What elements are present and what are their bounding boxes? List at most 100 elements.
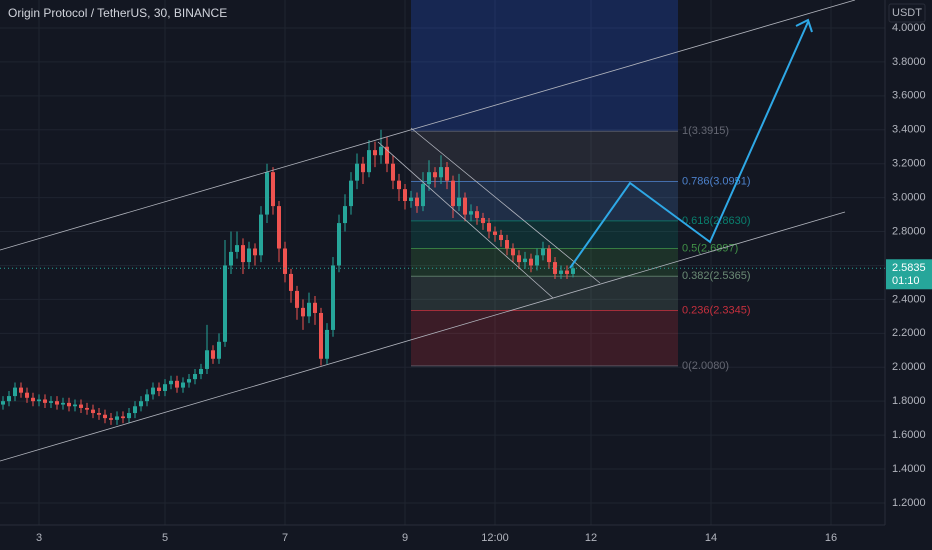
candle-body bbox=[25, 392, 29, 398]
candle-body bbox=[445, 167, 449, 181]
fib-zone bbox=[411, 0, 678, 132]
fib-zone bbox=[411, 181, 678, 221]
candle-body bbox=[409, 197, 413, 202]
axes: 1.2000 1.4000 1.6000 1.8000 2.0000 2.2000 2.40… bbox=[0, 22, 932, 544]
candle-body bbox=[121, 416, 125, 419]
candle-body bbox=[253, 248, 257, 256]
candle-body bbox=[241, 245, 245, 263]
x-tick-label: 9 bbox=[402, 532, 408, 544]
candle-body bbox=[295, 290, 299, 308]
candle-body bbox=[529, 258, 533, 266]
y-tick-label: 2.0000 bbox=[892, 361, 926, 373]
y-tick-label: 3.8000 bbox=[892, 56, 926, 68]
candle-body bbox=[385, 146, 389, 164]
candle-body bbox=[469, 211, 473, 215]
y-tick-label: 1.2000 bbox=[892, 497, 926, 509]
y-tick-label: 1.6000 bbox=[892, 429, 926, 441]
candle-body bbox=[277, 206, 281, 249]
candle-body bbox=[313, 302, 317, 313]
candle-body bbox=[265, 172, 269, 215]
candle-body bbox=[115, 416, 119, 420]
candle-body bbox=[337, 223, 341, 266]
candle-body bbox=[73, 404, 77, 407]
candle-body bbox=[535, 255, 539, 266]
candle-body bbox=[517, 255, 521, 263]
x-tick-label: 12 bbox=[585, 532, 597, 544]
candle-body bbox=[463, 197, 467, 215]
candle-body bbox=[373, 150, 377, 156]
candle-body bbox=[175, 380, 179, 388]
projection-arrow bbox=[569, 21, 809, 269]
candle-body bbox=[505, 240, 509, 249]
candle-body bbox=[397, 180, 401, 190]
chart-title: Origin Protocol / TetherUS, 30, BINANCE bbox=[8, 6, 227, 20]
candle-body bbox=[43, 399, 47, 403]
candle-body bbox=[199, 368, 203, 375]
candle-body bbox=[481, 217, 485, 224]
candle-body bbox=[439, 167, 443, 178]
y-tick-label: 1.8000 bbox=[892, 395, 926, 407]
y-tick-label: 4.0000 bbox=[892, 22, 926, 34]
grid bbox=[0, 0, 885, 525]
y-tick-label: 3.6000 bbox=[892, 90, 926, 102]
candle-body bbox=[559, 270, 563, 274]
candle-body bbox=[187, 379, 191, 383]
fib-zone bbox=[411, 276, 678, 311]
y-tick-label: 3.2000 bbox=[892, 158, 926, 170]
candle-body bbox=[331, 265, 335, 330]
y-tick-label: 2.8000 bbox=[892, 225, 926, 237]
candle-body bbox=[259, 214, 263, 256]
fib-label: 0.382(2.5365) bbox=[682, 270, 751, 282]
x-tick-label: 14 bbox=[705, 532, 717, 544]
fib-label: 0(2.0080) bbox=[682, 360, 729, 372]
channel-upper bbox=[0, 0, 856, 251]
candle-body bbox=[127, 413, 131, 419]
channel-lower bbox=[0, 211, 846, 462]
candle-body bbox=[61, 402, 65, 405]
candle-body bbox=[319, 312, 323, 359]
candle-body bbox=[19, 387, 23, 393]
x-tick-label: 3 bbox=[36, 532, 42, 544]
candle-body bbox=[355, 163, 359, 181]
candle-body bbox=[97, 413, 101, 415]
fib-zone bbox=[411, 220, 678, 249]
candle-body bbox=[271, 172, 275, 207]
candle-body bbox=[139, 401, 143, 407]
candles bbox=[1, 129, 575, 425]
candle-body bbox=[511, 248, 515, 256]
countdown: 01:10 bbox=[892, 275, 920, 287]
y-tick-label: 2.2000 bbox=[892, 327, 926, 339]
x-tick-label: 12:00 bbox=[481, 532, 509, 544]
candle-body bbox=[85, 407, 89, 410]
currency-box bbox=[888, 3, 926, 23]
down-channel-upper bbox=[410, 127, 601, 284]
candle-body bbox=[391, 163, 395, 181]
y-tick-label: 1.4000 bbox=[892, 463, 926, 475]
candle-body bbox=[157, 387, 161, 391]
candle-body bbox=[55, 401, 59, 405]
candle-body bbox=[235, 245, 239, 252]
fib-label: 0.786(3.0951) bbox=[682, 175, 751, 187]
y-tick-label: 3.0000 bbox=[892, 192, 926, 204]
candle-body bbox=[289, 273, 293, 291]
candle-body bbox=[523, 258, 527, 263]
candle-body bbox=[457, 197, 461, 207]
candle-body bbox=[493, 231, 497, 235]
candle-body bbox=[415, 197, 419, 207]
candle-body bbox=[283, 248, 287, 274]
candle-body bbox=[553, 262, 557, 274]
down-channel-lower bbox=[377, 141, 554, 299]
arrow-head bbox=[795, 18, 813, 33]
candle-body bbox=[91, 409, 95, 414]
candle-body bbox=[1, 401, 5, 405]
candle-body bbox=[451, 180, 455, 207]
candle-body bbox=[403, 189, 407, 202]
candle-body bbox=[427, 172, 431, 185]
candle-body bbox=[109, 418, 113, 420]
last-price-box bbox=[886, 259, 932, 290]
candle-body bbox=[343, 206, 347, 224]
y-tick-label: 2.4000 bbox=[892, 293, 926, 305]
candle-body bbox=[307, 302, 311, 317]
candle-body bbox=[217, 341, 221, 359]
